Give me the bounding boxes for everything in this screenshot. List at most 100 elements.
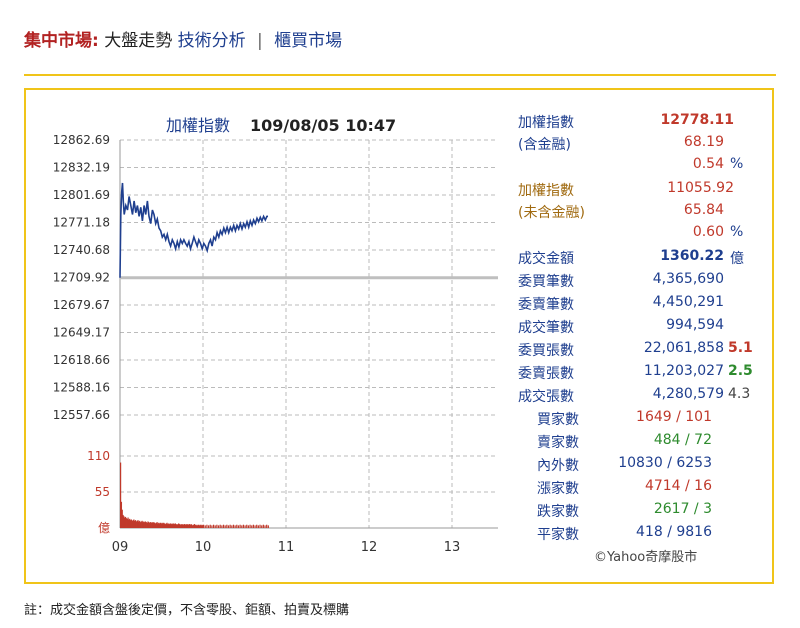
up-count-label: 漲家數	[537, 481, 579, 497]
taiex-exfin-value: 11055.92	[667, 180, 734, 196]
volume-bar	[127, 517, 129, 528]
y-tick-label: 12679.67	[53, 298, 110, 312]
ask-volume-ratio: 2.5	[728, 363, 753, 379]
deal-volume-ratio: 4.3	[728, 386, 751, 402]
volume-bar	[186, 524, 188, 528]
sellers-value: 484 / 72	[653, 432, 712, 448]
excl-fin-pct: 0.60	[692, 224, 724, 240]
header-separator: |	[257, 31, 263, 51]
volume-bar	[182, 524, 184, 528]
volume-bar	[164, 524, 167, 528]
volume-bar	[172, 524, 174, 528]
volume-bar	[174, 523, 176, 528]
volume-bar	[221, 525, 223, 528]
volume-bar	[247, 525, 250, 528]
volume-bar	[229, 524, 231, 528]
volume-bar	[151, 522, 153, 528]
volume-bar	[222, 524, 225, 528]
volume-bar	[145, 522, 147, 528]
volume-bar	[169, 523, 171, 528]
volume-bar	[226, 524, 228, 528]
inout-value: 10830 / 6253	[618, 455, 712, 471]
volume-bar	[199, 524, 201, 528]
x-tick-label: 13	[444, 540, 461, 555]
technical-analysis-link[interactable]: 技術分析	[177, 31, 246, 51]
volume-bar	[178, 524, 181, 528]
volume-bar	[244, 525, 246, 528]
price-line	[119, 182, 269, 278]
volume-bar	[192, 525, 194, 528]
volume-bar	[201, 524, 203, 528]
y-tick-label: 12862.69	[53, 133, 110, 147]
bid-volume-value: 22,061,858	[643, 340, 724, 356]
volume-bar	[124, 517, 126, 528]
header-rule	[24, 74, 776, 76]
volume-bar	[179, 524, 181, 528]
volume-bar	[148, 522, 150, 528]
volume-bar	[254, 525, 256, 528]
footnote: 註：成交金額含盤後定價，不含零股、鉅額、拍賣及標購	[24, 603, 350, 618]
volume-bar	[264, 525, 266, 528]
volume-bar	[175, 524, 177, 528]
volume-bar	[147, 521, 149, 528]
volume-bar	[123, 516, 125, 528]
volume-bar	[150, 522, 152, 528]
current-view-label: 大盤走勢	[104, 31, 173, 51]
ask-volume-value: 11,203,027	[643, 363, 724, 379]
volume-bar	[183, 524, 186, 528]
volume-bar	[261, 525, 263, 528]
volume-bar	[242, 524, 245, 528]
x-tick-label: 10	[195, 540, 212, 555]
volume-bar	[204, 525, 206, 528]
volume-bar	[154, 522, 156, 528]
volume-bar	[188, 524, 191, 528]
volume-tick-label: 55	[95, 485, 110, 499]
volume-bar	[135, 521, 137, 528]
volume-bar	[133, 519, 135, 528]
market-title: 集中市場:	[24, 31, 99, 51]
otc-market-link[interactable]: 櫃買市場	[274, 31, 343, 51]
volume-bar	[156, 522, 158, 528]
chart-timestamp: 109/08/05 10:47	[250, 116, 396, 135]
volume-bar	[177, 524, 179, 528]
y-tick-label: 12588.16	[53, 381, 110, 395]
page-header: 集中市場: 大盤走勢 技術分析 | 櫃買市場	[24, 26, 342, 51]
volume-bar	[202, 525, 204, 528]
volume-bar	[237, 525, 240, 528]
volume-bar	[184, 524, 186, 528]
volume-bar	[214, 525, 216, 528]
volume-bar	[180, 524, 182, 528]
volume-bar	[121, 509, 123, 528]
flat-count-label: 平家數	[537, 527, 579, 543]
volume-bar	[262, 524, 264, 528]
volume-bar	[190, 524, 192, 528]
ask-orders-label: 委賣筆數	[518, 297, 574, 313]
incl-fin-label: (含金融)	[518, 137, 571, 153]
deal-volume-label: 成交張數	[518, 389, 574, 405]
volume-bar	[206, 524, 208, 528]
volume-bar	[138, 521, 140, 528]
volume-bar	[185, 524, 187, 528]
volume-bar	[125, 518, 128, 528]
volume-bar	[126, 518, 128, 528]
volume-bar	[152, 522, 154, 528]
volume-bar	[232, 524, 235, 528]
volume-bar	[161, 522, 163, 528]
volume-bar	[165, 523, 167, 528]
volume-bar	[234, 525, 236, 528]
volume-bar	[224, 525, 226, 528]
volume-bar	[162, 523, 164, 528]
volume-bar	[159, 522, 162, 528]
volume-bar	[160, 523, 162, 528]
x-tick-label: 12	[361, 540, 378, 555]
volume-bar	[236, 524, 238, 528]
volume-tick-label: 億	[98, 521, 110, 535]
volume-bar	[191, 524, 193, 528]
down-count-label: 跌家數	[537, 504, 579, 520]
volume-bar	[183, 524, 185, 528]
turnover-unit: 億	[730, 251, 744, 267]
taiex-exfin-label: 加權指數	[518, 183, 574, 199]
volume-bar	[120, 501, 123, 528]
volume-bar	[196, 524, 198, 528]
volume-bar	[246, 524, 248, 528]
